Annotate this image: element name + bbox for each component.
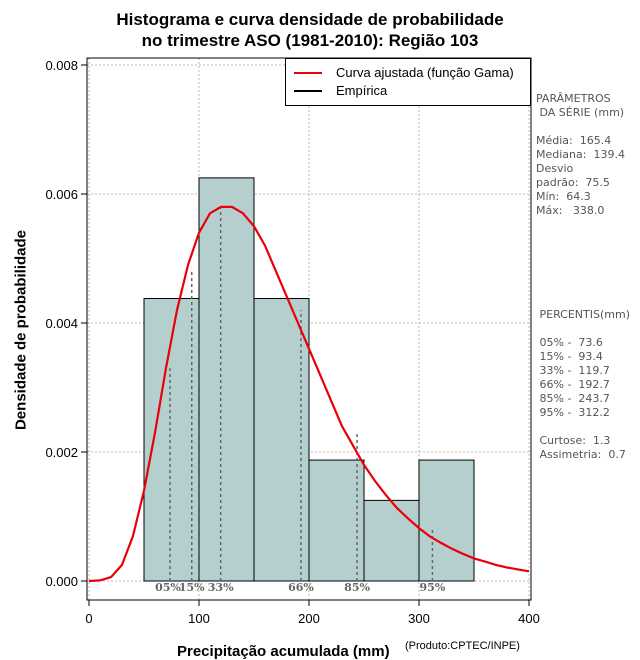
percentil-15: 15% - 93.4 (536, 350, 603, 363)
stat-min: Mín: 64.3 (536, 190, 591, 203)
series-parameters: PARÂMETROS DA SÉRIE (mm) Média: 165.4 Med… (536, 78, 625, 218)
legend: Curva ajustada (função Gama) Empírica (285, 58, 531, 106)
stat-mediana: Mediana: 139.4 (536, 148, 625, 161)
y-tick-label: 0.002 (45, 445, 78, 460)
x-tick-label: 400 (518, 611, 540, 626)
y-tick-label: 0.008 (45, 58, 78, 73)
y-tick-label: 0.006 (45, 187, 78, 202)
x-axis-label: Precipitação acumulada (mm) (177, 643, 390, 660)
x-tick-label: 300 (408, 611, 430, 626)
histogram-bar (198, 177, 255, 582)
histogram-bar (363, 499, 420, 582)
legend-label-empirical: Empírica (336, 83, 388, 98)
percentil-85: 85% - 243.7 (536, 392, 610, 405)
params-header2: DA SÉRIE (mm) (536, 106, 625, 119)
gamma-fit-curve (88, 205, 530, 583)
percentile-label: 95% (420, 581, 446, 594)
x-tick-label: 0 (85, 611, 92, 626)
legend-swatch-black (294, 89, 322, 92)
stat-curtose: Curtose: 1.3 (536, 434, 611, 447)
stat-desvio: padrão: 75.5 (536, 176, 610, 189)
y-tick-label: 0.000 (45, 574, 78, 589)
legend-item-empirical: Empírica (294, 83, 387, 98)
stat-desvio-label: Desvio (536, 162, 574, 175)
chart-title-line1: Histograma e curva densidade de probabil… (116, 10, 504, 29)
y-axis-label: Densidade de probabilidade (12, 229, 30, 431)
stat-assimetria: Assimetria: 0.7 (536, 448, 626, 461)
histogram-bar (418, 459, 475, 582)
x-tick-label: 100 (188, 611, 210, 626)
percentis-header: PERCENTIS(mm) (536, 308, 630, 321)
percentil-33: 33% - 119.7 (536, 364, 610, 377)
percentil-66: 66% - 192.7 (536, 378, 610, 391)
histogram-bar (253, 297, 310, 582)
chart-title-line2: no trimestre ASO (1981-2010): Região 103 (141, 31, 479, 50)
histogram-bar (308, 459, 365, 582)
percentile-label: 85% (344, 581, 370, 594)
percentiles-panel: PERCENTIS(mm) 05% - 73.6 15% - 93.4 33% … (536, 294, 630, 462)
stat-max: Máx: 338.0 (536, 204, 605, 217)
percentil-95: 95% - 312.2 (536, 406, 610, 419)
stat-media: Média: 165.4 (536, 134, 612, 147)
percentile-label: 33% (208, 581, 234, 594)
legend-swatch-red (294, 71, 322, 74)
legend-label-fit: Curva ajustada (função Gama) (336, 65, 514, 80)
percentile-label: 05% (155, 581, 181, 594)
x-tick-label: 200 (298, 611, 320, 626)
percentil-05: 05% - 73.6 (536, 336, 603, 349)
product-credit: (Produto:CPTEC/INPE) (405, 640, 520, 652)
y-tick-label: 0.004 (45, 316, 78, 331)
percentile-label: 15% (179, 581, 205, 594)
legend-item-fit: Curva ajustada (função Gama) (294, 65, 514, 80)
params-header1: PARÂMETROS (536, 92, 611, 105)
percentile-label: 66% (288, 581, 314, 594)
